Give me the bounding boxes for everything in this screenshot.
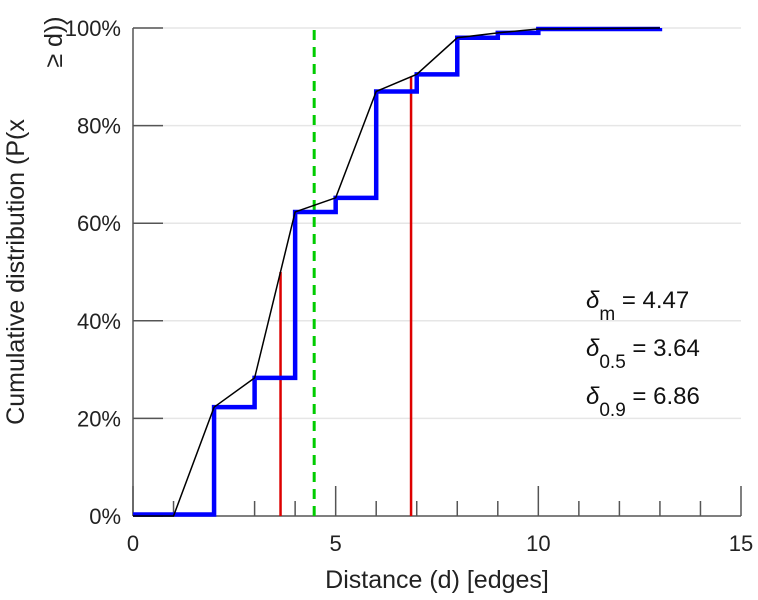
x-tick-label: 15 [729,531,753,556]
series-line-cdf [133,27,660,517]
y-axis-label: Cumulative distribution (P(x [2,119,30,425]
x-tick-label: 0 [127,531,139,556]
stat-annotation: δ0.9 = 6.86 [586,383,700,421]
y-tick-label: 60% [77,211,121,236]
stat-annotation: δ0.5 = 3.64 [586,335,700,373]
y-tick-label: 80% [77,114,121,139]
x-tick-label: 10 [526,531,550,556]
y-tick-label: 100% [65,16,121,41]
x-tick-label: 5 [330,531,342,556]
y-axis-label-cont: ≥ d)) [40,16,68,67]
statistics-legend: δm = 4.47 δ0.5 = 3.64 δ0.9 = 6.86 [586,287,700,421]
axes [132,27,742,517]
x-axis-label: Distance (d) [edges] [325,566,549,594]
chart-marks [133,26,663,517]
series-step-cdf [133,26,663,517]
y-tick-label: 0% [89,504,121,529]
y-tick-label: 20% [77,406,121,431]
grid-lines [133,27,741,420]
y-tick-label: 40% [77,309,121,334]
tick-labels: 0% 20% 40% 60% 80% 100% 0 5 10 15 [65,16,754,556]
stat-annotation: δm = 4.47 [586,287,689,325]
